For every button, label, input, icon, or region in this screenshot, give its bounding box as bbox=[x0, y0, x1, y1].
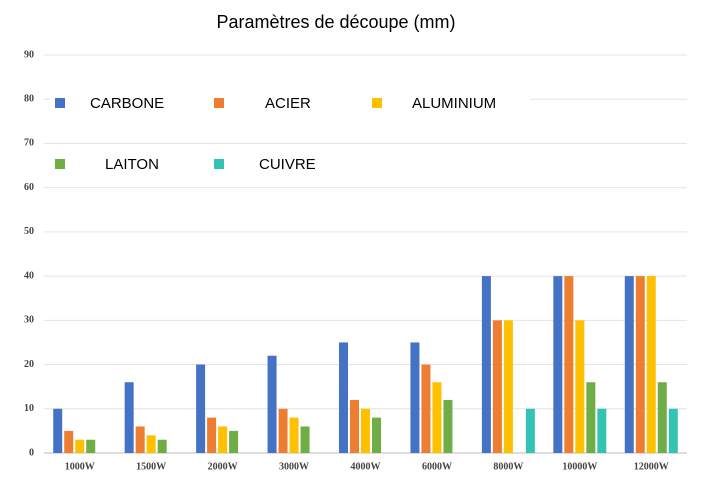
bar bbox=[586, 382, 596, 453]
bar bbox=[575, 320, 585, 453]
bar bbox=[410, 342, 420, 453]
bar bbox=[157, 439, 167, 453]
bar bbox=[278, 408, 288, 453]
y-tick-label: 90 bbox=[24, 49, 34, 60]
legend-swatch bbox=[55, 159, 65, 169]
bar bbox=[135, 426, 145, 453]
bar bbox=[432, 382, 442, 453]
x-tick-label: 8000W bbox=[493, 461, 523, 472]
bar bbox=[421, 364, 431, 453]
bar bbox=[564, 276, 574, 453]
y-tick-label: 10 bbox=[24, 403, 34, 414]
legend-swatch bbox=[55, 98, 65, 108]
bar bbox=[267, 355, 277, 453]
bar bbox=[481, 276, 491, 453]
bar bbox=[75, 439, 85, 453]
bar bbox=[668, 408, 678, 453]
x-tick-label: 1500W bbox=[136, 461, 166, 472]
bar bbox=[525, 408, 535, 453]
chart-title: Paramètres de découpe (mm) bbox=[216, 12, 455, 32]
x-tick-label: 4000W bbox=[351, 461, 381, 472]
x-tick-label: 2000W bbox=[208, 461, 238, 472]
y-tick-label: 30 bbox=[24, 315, 34, 326]
legend-background bbox=[50, 148, 330, 182]
legend-label: CARBONE bbox=[90, 95, 164, 112]
bar bbox=[218, 426, 228, 453]
bar bbox=[597, 408, 607, 453]
bar bbox=[207, 417, 217, 453]
y-tick-label: 40 bbox=[24, 270, 34, 281]
y-tick-label: 20 bbox=[24, 359, 34, 370]
bar bbox=[443, 399, 453, 453]
x-tick-label: 1000W bbox=[65, 461, 95, 472]
bar bbox=[146, 435, 156, 453]
bar bbox=[646, 276, 656, 453]
bar bbox=[196, 364, 206, 453]
legend-label: LAITON bbox=[105, 156, 159, 173]
legend-label: ALUMINIUM bbox=[412, 95, 496, 112]
bar bbox=[53, 408, 63, 453]
legend-label: ACIER bbox=[265, 95, 311, 112]
y-tick-label: 70 bbox=[24, 138, 34, 149]
bar bbox=[229, 430, 239, 453]
bar bbox=[361, 408, 370, 453]
bar bbox=[503, 320, 513, 453]
legend-swatch bbox=[372, 98, 382, 108]
y-tick-label: 80 bbox=[24, 94, 34, 105]
legend-swatch bbox=[214, 98, 224, 108]
bar bbox=[64, 430, 74, 453]
x-tick-label: 3000W bbox=[279, 461, 309, 472]
bar bbox=[657, 382, 667, 453]
y-tick-label: 0 bbox=[29, 447, 34, 458]
y-tick-label: 50 bbox=[24, 226, 34, 237]
y-tick-label: 60 bbox=[24, 182, 34, 193]
bar bbox=[289, 417, 299, 453]
legend-swatch bbox=[214, 159, 224, 169]
bar bbox=[124, 382, 134, 453]
bar bbox=[635, 276, 645, 453]
bar bbox=[339, 342, 348, 453]
x-tick-label: 12000W bbox=[634, 461, 669, 472]
x-tick-label: 6000W bbox=[422, 461, 452, 472]
bar bbox=[624, 276, 634, 453]
bar bbox=[492, 320, 502, 453]
legend-label: CUIVRE bbox=[259, 156, 316, 173]
bar bbox=[372, 417, 381, 453]
bar bbox=[350, 399, 359, 453]
bar bbox=[86, 439, 96, 453]
legend-background bbox=[50, 86, 530, 122]
bar bbox=[553, 276, 563, 453]
x-tick-label: 10000W bbox=[562, 461, 597, 472]
bar bbox=[300, 426, 310, 453]
